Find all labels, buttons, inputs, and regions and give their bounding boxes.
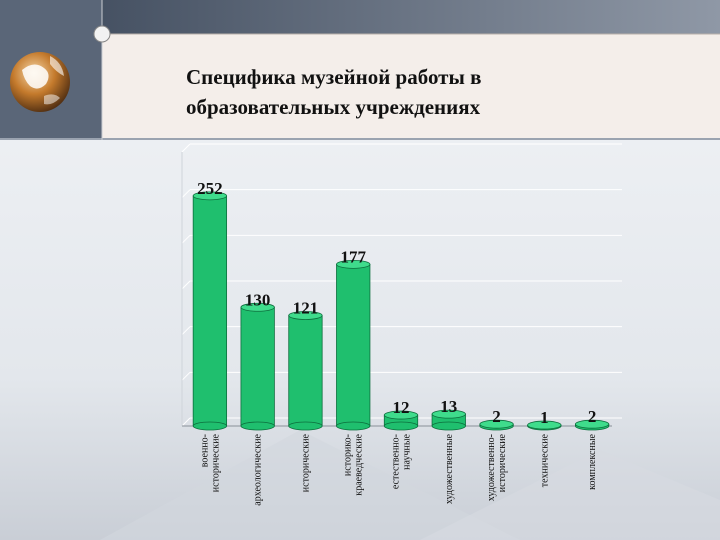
data-label: 12 [393,398,410,417]
x-tick-label-line: научные [402,433,413,469]
bar-1 [192,191,228,431]
data-label: 1 [540,408,549,427]
data-label: 130 [245,290,271,309]
data-label: 121 [293,298,319,317]
data-label: 2 [588,407,597,426]
bar-body [240,306,275,427]
bar-body [192,195,228,427]
bar-7 [479,419,514,431]
x-tick-label-line: художественно- [486,434,497,501]
gridline-depth [181,280,191,290]
bar-top [383,410,419,420]
bar-base [431,421,466,431]
x-tick-label: естественно-научные [391,433,413,489]
x-tick-label: археологические [253,433,264,505]
data-label: 177 [340,247,366,266]
x-tick-label: комплексные [587,433,598,489]
gridline-depth [181,189,191,199]
gridline-depth [181,143,191,153]
x-tick-label-line: археологические [253,433,264,505]
x-tick-label-line: исторические [210,433,221,492]
bar-2 [240,302,275,431]
x-tick-label: военно-исторические [199,433,221,492]
x-tick-label-line: технические [539,433,550,487]
bar-top [574,419,610,429]
x-tick-label: исторические [300,433,311,492]
bar-top [527,420,562,430]
x-tick-label-line: историко- [343,434,354,476]
bar-top [336,259,371,269]
data-label: 252 [197,179,223,198]
gridline-depth [181,371,191,381]
bar-3 [288,311,323,431]
x-tick-label: историко-краеведческие [343,433,365,495]
x-tick-label-line: военно- [199,434,210,467]
x-tick-label: художественные [444,433,455,504]
bar-4 [336,259,371,431]
bar-8 [527,420,562,431]
slide-title: Специфика музейной работы в образователь… [186,62,686,122]
bar-9 [574,419,610,431]
gridline-depth [181,234,191,244]
x-tick-label-line: комплексные [587,433,598,489]
data-label: 2 [492,407,501,426]
slide-title-line-2: образовательных учреждениях [186,95,481,119]
x-tick-label-line: естественно- [391,434,402,489]
globe-icon [10,52,70,112]
x-tick-label-line: художественные [444,433,455,504]
gridline-depth [181,417,191,427]
bar-base [336,421,371,431]
x-tick-label: художественно-исторические [486,433,508,501]
bar-base [288,421,323,431]
bar-5 [383,410,419,431]
bar-top [431,409,466,419]
x-tick-label: технические [539,433,550,487]
bar-top [288,311,323,320]
bar-base [240,421,275,431]
x-tick-label-line: краеведческие [354,433,365,495]
bar-body [288,315,323,427]
bar-top [240,302,275,312]
data-label: 13 [440,397,457,416]
bar-base [383,421,419,431]
x-tick-label-line: исторические [300,433,311,492]
bar-body [336,263,371,427]
gridline-depth [181,326,191,336]
bar-top [479,419,514,429]
x-tick-label-line: исторические [497,433,508,492]
bar-top [192,191,228,201]
bar-base [192,421,228,431]
slide-title-line-1: Специфика музейной работы в [186,65,482,89]
bar-6 [431,409,466,431]
corner-knob-icon [93,25,111,43]
